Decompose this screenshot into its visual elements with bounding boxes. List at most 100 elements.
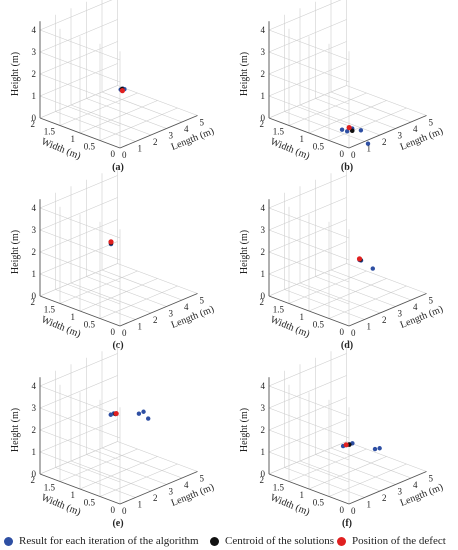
grid-line bbox=[39, 219, 118, 253]
x-tick-label: 1 bbox=[367, 144, 372, 154]
grid-line bbox=[328, 107, 407, 141]
x-axis-label: Length (m) bbox=[399, 126, 445, 153]
x-tick-label: 4 bbox=[413, 302, 418, 312]
subplot-caption: (a) bbox=[112, 162, 124, 173]
z-tick-label: 2 bbox=[261, 69, 266, 79]
z-tick-label: 1 bbox=[261, 91, 266, 101]
x-tick-label: 2 bbox=[382, 315, 387, 325]
grid-line bbox=[268, 19, 347, 53]
z-axis-label: Height (m) bbox=[10, 408, 21, 452]
grid-line bbox=[268, 95, 350, 127]
grid-line bbox=[59, 448, 138, 482]
legend-item-defect: Position of the defect bbox=[337, 535, 446, 547]
z-tick-label: 4 bbox=[261, 381, 266, 391]
grid-line bbox=[268, 353, 347, 387]
x-tick-label: 4 bbox=[184, 302, 189, 312]
grid-line bbox=[39, 397, 118, 431]
y-tick-label: 2 bbox=[31, 297, 36, 307]
x-tick-label: 1 bbox=[138, 322, 143, 332]
y-tick-label: 0 bbox=[340, 505, 345, 515]
legend-dot-centroid-icon bbox=[210, 536, 219, 546]
y-tick-label: 2 bbox=[31, 119, 36, 129]
y-tick-label: 1.5 bbox=[273, 483, 285, 493]
z-axis-label: Height (m) bbox=[10, 52, 21, 96]
y-tick-label: 0.5 bbox=[313, 498, 325, 508]
grid-line bbox=[268, 29, 350, 61]
grid-line bbox=[39, 273, 121, 305]
grid-line bbox=[268, 451, 350, 483]
z-tick-label: 1 bbox=[32, 447, 37, 457]
y-tick-label: 0 bbox=[111, 505, 116, 515]
grid-line bbox=[308, 278, 387, 312]
iteration-point bbox=[339, 127, 345, 132]
defect-point bbox=[346, 125, 352, 131]
grid-line bbox=[39, 385, 121, 417]
grid-line bbox=[39, 63, 118, 97]
grid-line bbox=[39, 95, 121, 127]
x-axis-line bbox=[119, 471, 198, 505]
grid-line bbox=[39, 407, 121, 439]
iteration-point bbox=[141, 409, 146, 414]
x-axis-label: Length (m) bbox=[399, 304, 445, 331]
z-tick-label: 1 bbox=[32, 91, 37, 101]
z-tick-label: 0 bbox=[32, 469, 37, 479]
x-tick-label: 4 bbox=[184, 480, 189, 490]
y-tick-label: 1 bbox=[71, 134, 76, 144]
defect-point bbox=[343, 442, 349, 448]
grid-line bbox=[268, 441, 347, 475]
y-axis-line bbox=[39, 117, 121, 149]
x-axis-label: Length (m) bbox=[170, 482, 216, 509]
defect-point bbox=[119, 88, 125, 94]
grid-line bbox=[288, 92, 367, 126]
grid-line bbox=[268, 207, 350, 239]
grid-line bbox=[99, 107, 178, 141]
grid-line bbox=[99, 463, 178, 497]
z-tick-label: 1 bbox=[261, 269, 266, 279]
grid-line bbox=[268, 197, 347, 231]
y-tick-label: 2 bbox=[260, 475, 265, 485]
grid-line bbox=[268, 375, 347, 409]
grid-line bbox=[79, 100, 158, 134]
grid-line bbox=[39, 73, 121, 105]
subplot-caption: (e) bbox=[112, 518, 123, 529]
z-axis-label: Height (m) bbox=[239, 52, 250, 96]
legend-dot-iteration-icon bbox=[4, 536, 13, 546]
grid-line bbox=[39, 451, 121, 483]
z-tick-label: 3 bbox=[32, 47, 37, 57]
x-tick-label: 4 bbox=[184, 124, 189, 134]
z-tick-label: 4 bbox=[261, 203, 266, 213]
iteration-point bbox=[372, 446, 378, 452]
x-axis-line bbox=[348, 471, 427, 505]
centroid-point bbox=[349, 128, 355, 134]
y-axis-line bbox=[268, 117, 350, 149]
y-tick-label: 1 bbox=[300, 134, 305, 144]
grid-line bbox=[268, 429, 350, 461]
x-tick-label: 0 bbox=[122, 150, 127, 160]
grid-line bbox=[308, 100, 387, 134]
subplot-caption: (f) bbox=[342, 518, 352, 529]
x-axis-line bbox=[348, 293, 427, 327]
grid-line bbox=[39, 51, 121, 83]
x-tick-label: 4 bbox=[413, 124, 418, 134]
grid-line bbox=[268, 0, 342, 31]
y-tick-label: 1.5 bbox=[44, 305, 56, 315]
y-axis-label: Width (m) bbox=[40, 492, 83, 518]
z-axis-label: Height (m) bbox=[239, 230, 250, 274]
z-tick-label: 2 bbox=[32, 425, 37, 435]
grid-line bbox=[308, 456, 387, 490]
x-tick-label: 1 bbox=[367, 322, 372, 332]
y-tick-label: 0.5 bbox=[313, 142, 325, 152]
legend-label-iteration: Result for each iteration of the algorit… bbox=[19, 535, 199, 547]
z-tick-label: 4 bbox=[261, 25, 266, 35]
y-tick-label: 0 bbox=[111, 327, 116, 337]
z-tick-label: 2 bbox=[261, 247, 266, 257]
y-tick-label: 2 bbox=[31, 475, 36, 485]
x-tick-label: 5 bbox=[429, 118, 434, 128]
grid-line bbox=[79, 456, 158, 490]
grid-line bbox=[39, 353, 118, 387]
x-tick-label: 2 bbox=[382, 137, 387, 147]
subplot-caption: (c) bbox=[112, 340, 123, 351]
